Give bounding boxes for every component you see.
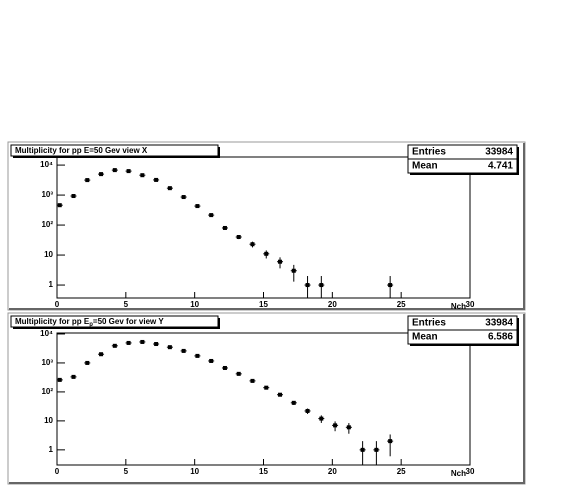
x-tick-label: 20 — [328, 300, 337, 309]
stats-label: Entries — [412, 318, 446, 329]
x-tick-label: 20 — [328, 467, 337, 476]
point — [278, 259, 283, 264]
x-tick-label: 5 — [124, 467, 129, 476]
point — [71, 194, 76, 199]
point — [319, 416, 324, 421]
point — [167, 186, 172, 191]
point — [140, 339, 145, 344]
x-tick-label: 30 — [466, 467, 475, 476]
point — [388, 283, 393, 288]
x-axis-label: Nch — [451, 469, 466, 478]
point — [388, 439, 393, 444]
point — [195, 204, 200, 209]
y-tick-label: 1 — [49, 280, 54, 289]
y-tick-label: 10 — [44, 416, 53, 425]
point — [319, 283, 324, 288]
data-points — [57, 168, 394, 298]
point — [291, 400, 296, 405]
chart-title: Multiplicity for pp E=50 Gev view X — [15, 146, 148, 155]
chart-title: Multiplicity for pp Ep=50 Gev for view Y — [15, 317, 164, 327]
point — [305, 408, 310, 413]
stats-value: 6.586 — [488, 332, 513, 343]
point — [181, 348, 186, 353]
point — [250, 378, 255, 383]
point — [236, 371, 241, 376]
y-tick-label: 1 — [49, 445, 54, 454]
point — [99, 172, 104, 177]
point — [154, 342, 159, 347]
point — [291, 268, 296, 273]
point — [209, 213, 214, 218]
point — [250, 242, 255, 247]
stats-label: Mean — [412, 332, 438, 343]
point — [222, 365, 227, 370]
point — [305, 283, 310, 288]
x-tick-label: 0 — [55, 467, 60, 476]
stats-label: Mean — [412, 161, 438, 172]
x-tick-label: 15 — [259, 467, 268, 476]
point — [112, 168, 117, 173]
point — [236, 235, 241, 240]
title-part: =50 Gev for view Y — [93, 317, 164, 326]
x-tick-label: 25 — [397, 300, 406, 309]
stats-label: Entries — [412, 147, 446, 158]
y-tick-label: 10⁴ — [40, 160, 53, 169]
title-part: Multiplicity for pp E — [15, 317, 90, 326]
point — [140, 173, 145, 178]
point — [126, 340, 131, 345]
y-tick-label: 10⁴ — [40, 329, 53, 338]
point — [195, 353, 200, 358]
x-tick-label: 30 — [466, 300, 475, 309]
title-part: p — [89, 322, 93, 328]
point — [85, 178, 90, 183]
point — [126, 169, 131, 174]
stats-value: 33984 — [485, 318, 513, 329]
point — [57, 377, 62, 382]
stats-value: 33984 — [485, 147, 513, 158]
point — [167, 345, 172, 350]
point — [71, 374, 76, 379]
panel: 0 5 10 15 20 25 30 1 10 10² 10³ 10⁴ Nch Multiplicity … — [7, 141, 526, 311]
point — [209, 358, 214, 363]
point — [154, 177, 159, 182]
point — [264, 251, 269, 256]
point — [99, 352, 104, 357]
x-tick-label: 10 — [190, 300, 199, 309]
point — [85, 360, 90, 365]
panel: 0 5 10 15 20 25 30 1 10 10² 10³ 10⁴ Nch Multiplicity … — [7, 312, 526, 485]
title-box — [10, 315, 219, 328]
x-axis-label: Nch — [451, 302, 466, 311]
stats-value: 4.741 — [488, 161, 513, 172]
data-points — [57, 339, 394, 465]
y-tick-label: 10² — [41, 387, 53, 396]
x-tick-label: 10 — [190, 467, 199, 476]
point — [264, 385, 269, 390]
y-tick-label: 10³ — [41, 190, 53, 199]
point — [333, 423, 338, 428]
x-tick-label: 15 — [259, 300, 268, 309]
point — [57, 203, 62, 208]
x-tick-label: 5 — [124, 300, 129, 309]
y-tick-label: 10³ — [41, 358, 53, 367]
x-tick-label: 25 — [397, 467, 406, 476]
y-tick-label: 10² — [41, 220, 53, 229]
y-tick-label: 10 — [44, 250, 53, 259]
point — [278, 392, 283, 397]
point — [360, 447, 365, 452]
point — [374, 447, 379, 452]
title-box — [10, 144, 219, 157]
point — [181, 195, 186, 200]
point — [222, 225, 227, 230]
point — [112, 343, 117, 348]
x-tick-label: 0 — [55, 300, 60, 309]
point — [346, 425, 351, 430]
